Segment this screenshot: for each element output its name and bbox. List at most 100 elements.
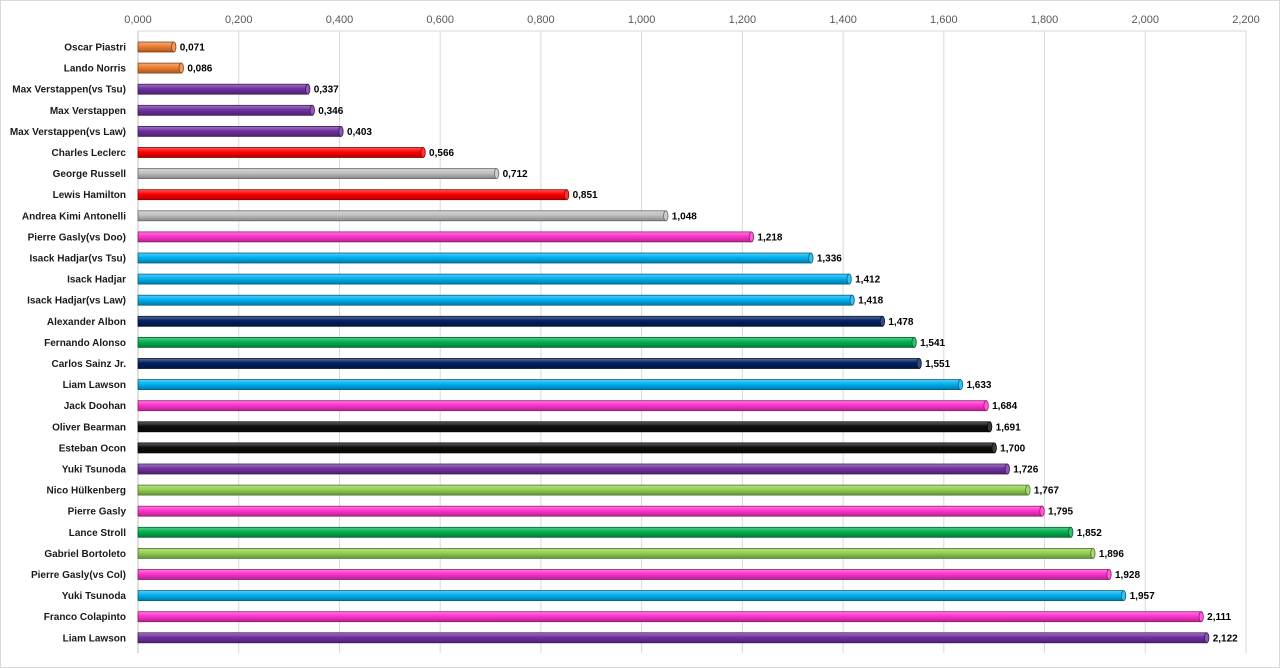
value-label: 0,071 [180,43,205,54]
x-tick-label: 0,000 [124,14,152,26]
category-label: Lewis Hamilton [53,190,126,201]
value-label: 1,726 [1013,465,1038,476]
category-label: Yuki Tsunoda [62,465,127,476]
bar-liam-lawson [137,632,1208,644]
bar-gabriel-bortoleto [137,548,1094,559]
category-label: Charles Leclerc [52,148,127,159]
value-label: 1,684 [992,401,1017,412]
bar-george-russell [137,168,497,180]
value-label: 0,851 [573,190,598,201]
category-label: Lance Stroll [69,528,126,539]
bar-max-verstappen-vs-tsu [137,83,309,95]
x-tick-label: 1,800 [1031,14,1059,26]
value-label: 1,700 [1000,443,1025,454]
category-label: Max Verstappen [50,106,126,117]
category-label: Lando Norris [64,64,127,75]
value-label: 0,712 [503,169,528,180]
category-labels: Oscar Piastri Lando Norris Max Verstappen(… [10,43,127,645]
value-label: 1,418 [858,296,883,307]
value-label: 1,633 [966,380,991,391]
x-tick-label: 0,800 [527,14,555,26]
value-label: 0,566 [429,148,454,159]
bar-cap [1090,548,1096,559]
bar-cap [808,252,814,264]
bar-cap [849,294,855,306]
category-label: Pierre Gasly [68,507,127,518]
value-label: 0,337 [314,85,339,96]
bar-cap [178,62,184,74]
value-label: 1,852 [1077,528,1102,539]
category-label: Max Verstappen(vs Law) [10,127,126,138]
value-label: 1,478 [888,317,913,328]
category-label: Isack Hadjar(vs Law) [27,296,126,307]
bar-cap [1025,484,1031,496]
bar-cap [991,442,997,454]
bar-cap [493,168,500,180]
bar-cap [846,273,852,285]
value-label: 1,795 [1048,507,1073,518]
category-label: Pierre Gasly(vs Doo) [28,232,126,243]
category-label: Carlos Sainz Jr. [52,359,127,370]
bar-isack-hadjar-vs-tsu [137,252,812,264]
bar-cap [1204,632,1210,644]
x-tick-label: 1,000 [628,14,656,26]
value-label: 1,928 [1115,570,1140,581]
value-label: 1,551 [925,359,950,370]
bar-cap [1106,569,1112,580]
category-label: Jack Doohan [64,401,126,412]
bar-cap [663,210,669,222]
x-axis-ticks: 0,000 0,200 0,400 0,600 0,800 1,000 1,200 1,400… [124,14,1260,26]
value-label: 0,086 [187,64,212,75]
bar-cap [1121,590,1127,601]
bar-cap [563,189,570,201]
category-label: Franco Colapinto [44,612,126,623]
x-tick-label: 1,600 [930,14,958,26]
category-label: Nico Hülkenberg [47,486,126,497]
bar-cap [879,315,885,327]
value-label: 1,336 [817,254,842,265]
bar-pierre-gasly-vs-doo [137,231,752,243]
category-label: Oscar Piastri [64,43,126,54]
x-tick-label: 0,400 [326,14,354,26]
value-label: 1,541 [920,338,945,349]
category-label: Gabriel Bortoleto [44,549,126,560]
category-label: Andrea Kimi Antonelli [22,211,126,222]
bar-max-verstappen-vs-law [137,126,342,137]
bar-cap [911,336,917,348]
category-label: Pierre Gasly(vs Col) [31,570,126,581]
category-label: Max Verstappen(vs Tsu) [12,85,126,96]
category-label: Liam Lawson [63,633,126,644]
bar-cap [1004,463,1010,475]
bar-cap [1039,505,1045,517]
value-label: 0,403 [347,127,372,138]
bar-cap [1068,526,1074,538]
bar-cap [748,231,755,243]
bar-cap [957,379,964,391]
bar-pierre-gasly [137,505,1043,517]
value-label: 1,412 [855,275,880,286]
x-tick-label: 2,000 [1132,14,1160,26]
bar-oscar-piastri [137,41,175,53]
bar-cap [305,83,311,95]
bar-cap [916,358,922,369]
bar-andrea-kimi-antonelli [137,210,667,222]
bar-pierre-gasly-vs-col [137,569,1110,580]
bar-oliver-bearman [137,421,991,433]
category-label: Alexander Albon [47,317,126,328]
bar-cap [987,421,993,433]
value-label: 0,346 [318,106,343,117]
bar-lando-norris [137,62,182,74]
x-tick-label: 0,600 [426,14,454,26]
bar-charles-leclerc [137,147,424,158]
bar-lance-stroll [137,526,1072,538]
bar-alexander-albon [137,315,883,327]
bar-jack-doohan [137,400,987,412]
value-label: 1,957 [1130,591,1155,602]
bar-cap [309,104,315,116]
x-tick-label: 1,200 [729,14,757,26]
bar-yuki-tsunoda [137,463,1008,475]
category-label: Oliver Bearman [52,422,126,433]
category-label: Isack Hadjar(vs Tsu) [29,254,126,265]
